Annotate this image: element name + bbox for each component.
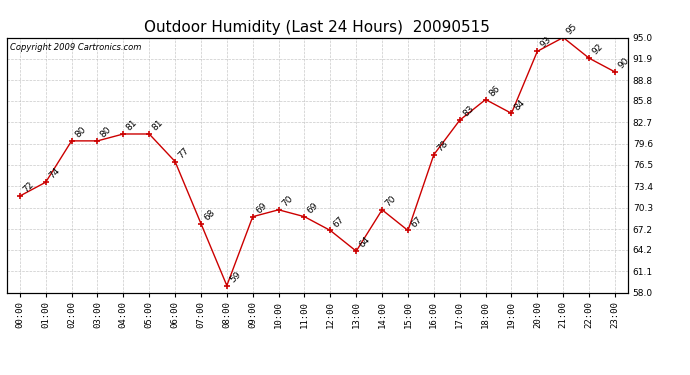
Text: 81: 81 [150,118,165,133]
Title: Outdoor Humidity (Last 24 Hours)  20090515: Outdoor Humidity (Last 24 Hours) 2009051… [144,20,491,35]
Text: 68: 68 [202,208,217,222]
Text: 81: 81 [125,118,139,133]
Text: 72: 72 [21,180,36,195]
Text: 67: 67 [409,214,424,229]
Text: 64: 64 [357,236,372,250]
Text: 70: 70 [384,194,398,208]
Text: 92: 92 [591,42,605,57]
Text: 95: 95 [564,22,579,36]
Text: 90: 90 [616,56,631,70]
Text: 93: 93 [539,35,553,50]
Text: 69: 69 [306,201,320,215]
Text: 69: 69 [254,201,268,215]
Text: 78: 78 [435,139,450,153]
Text: 77: 77 [177,146,191,160]
Text: 59: 59 [228,270,243,284]
Text: 83: 83 [461,104,475,119]
Text: 80: 80 [99,125,113,140]
Text: 67: 67 [332,214,346,229]
Text: 74: 74 [47,166,61,181]
Text: Copyright 2009 Cartronics.com: Copyright 2009 Cartronics.com [10,43,141,52]
Text: 84: 84 [513,98,527,112]
Text: 86: 86 [487,84,502,98]
Text: 70: 70 [280,194,295,208]
Text: 80: 80 [73,125,88,140]
